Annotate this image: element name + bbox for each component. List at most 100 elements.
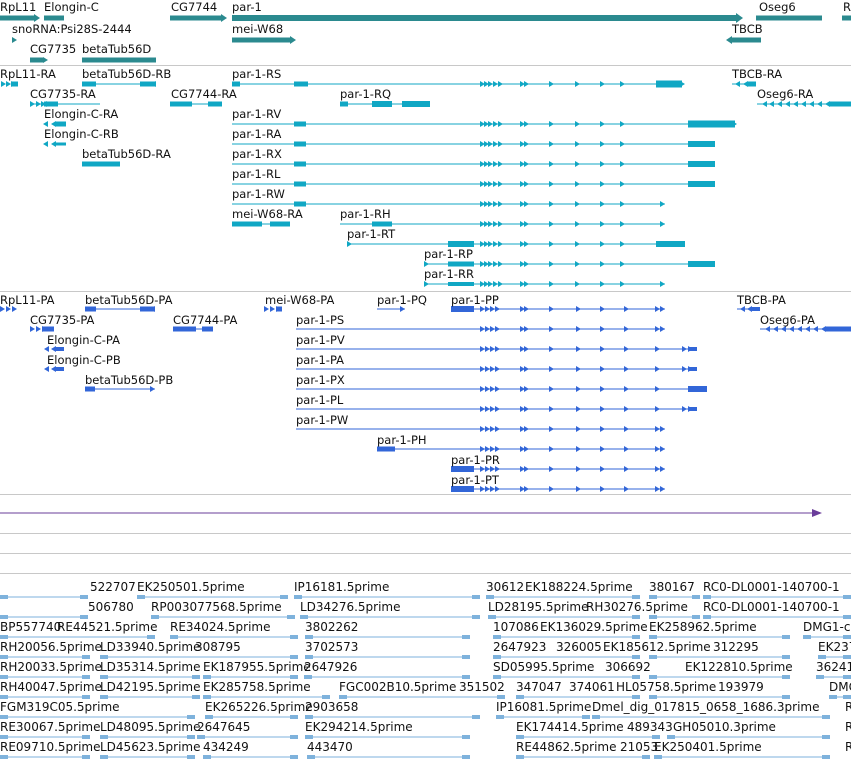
feature-label[interactable]: Elongin-C	[44, 0, 99, 14]
strand-arrow-right[interactable]	[549, 221, 554, 227]
strand-arrow-right[interactable]	[484, 161, 489, 167]
strand-arrow-left[interactable]	[789, 326, 794, 332]
exon-block[interactable]	[170, 15, 222, 21]
strand-arrow-right[interactable]	[524, 201, 529, 207]
exon-block[interactable]	[516, 735, 524, 739]
strand-arrow-right[interactable]	[524, 406, 529, 412]
exon-block[interactable]	[276, 306, 282, 312]
strand-arrow-right[interactable]	[480, 281, 485, 287]
exon-block[interactable]	[782, 635, 790, 639]
exon-block[interactable]	[0, 635, 8, 639]
exon-block[interactable]	[147, 635, 155, 639]
feature-label[interactable]: par-1-PV	[296, 333, 345, 347]
strand-arrow-right[interactable]	[682, 346, 687, 352]
strand-arrow-right[interactable]	[524, 326, 529, 332]
strand-arrow-right[interactable]	[6, 81, 11, 87]
feature-label[interactable]: EK250401.5prime	[654, 740, 762, 754]
strand-arrow-right[interactable]	[576, 486, 581, 492]
feature-label[interactable]: LD28195.5prime	[488, 600, 589, 614]
exon-block[interactable]	[462, 675, 470, 679]
feature-label[interactable]: par-1-PX	[296, 373, 345, 387]
feature-label[interactable]: CG7735-PA	[30, 313, 95, 327]
strand-arrow-right[interactable]	[488, 141, 493, 147]
exon-block[interactable]	[294, 121, 306, 127]
exon-block[interactable]	[307, 755, 315, 759]
exon-block[interactable]	[842, 15, 851, 21]
strand-arrow-right[interactable]	[484, 221, 489, 227]
strand-arrow-right[interactable]	[549, 181, 554, 187]
strand-arrow-left[interactable]	[813, 326, 818, 332]
strand-arrow-right[interactable]	[620, 181, 625, 187]
feature-label[interactable]: 2647645	[197, 720, 251, 734]
exon-block[interactable]	[843, 635, 851, 639]
strand-arrow-right[interactable]	[493, 161, 498, 167]
strand-arrow-right[interactable]	[0, 306, 5, 312]
strand-arrow-right[interactable]	[270, 306, 275, 312]
feature-label[interactable]: TBCB	[732, 22, 763, 36]
feature-label[interactable]: 193979	[718, 680, 764, 694]
strand-arrow-right[interactable]	[488, 81, 493, 87]
feature-label[interactable]: BP557740	[0, 620, 62, 634]
feature-label[interactable]: par-1-PL	[296, 393, 344, 407]
strand-arrow-right[interactable]	[520, 446, 525, 452]
exon-block[interactable]	[100, 695, 108, 699]
strand-arrow-right[interactable]	[576, 446, 581, 452]
exon-block[interactable]	[462, 735, 470, 739]
strand-arrow-right[interactable]	[655, 326, 660, 332]
strand-arrow-left[interactable]	[817, 101, 822, 107]
strand-arrow-right[interactable]	[549, 326, 554, 332]
strand-arrow-left[interactable]	[821, 326, 826, 332]
strand-arrow-right[interactable]	[36, 101, 41, 107]
strand-arrow-right[interactable]	[600, 141, 605, 147]
strand-arrow-right[interactable]	[655, 346, 660, 352]
exon-block[interactable]	[82, 735, 90, 739]
exon-block[interactable]	[656, 80, 682, 88]
exon-block[interactable]	[232, 15, 738, 21]
feature-label[interactable]: R	[845, 740, 851, 754]
strand-arrow-right[interactable]	[488, 241, 493, 247]
strand-arrow-right[interactable]	[484, 281, 489, 287]
strand-arrow-right[interactable]	[600, 486, 605, 492]
strand-arrow-left[interactable]	[777, 101, 782, 107]
feature-label[interactable]: Oseg6-RA	[757, 87, 814, 101]
strand-arrow-right[interactable]	[520, 261, 525, 267]
feature-label[interactable]: betaTub56D-PB	[85, 373, 174, 387]
strand-arrow-right[interactable]	[498, 221, 503, 227]
feature-label[interactable]: TBCB-PA	[737, 293, 786, 307]
strand-arrow-left[interactable]	[797, 326, 802, 332]
feature-label[interactable]: 312295	[713, 640, 759, 654]
strand-arrow-right[interactable]	[600, 81, 605, 87]
strand-arrow-right[interactable]	[1, 81, 6, 87]
strand-arrow-right[interactable]	[624, 486, 629, 492]
strand-arrow-right[interactable]	[549, 141, 554, 147]
strand-arrow-left[interactable]	[765, 326, 770, 332]
feature-label[interactable]: par-1-RR	[424, 267, 474, 281]
feature-label[interactable]: RpL11-RA	[0, 67, 56, 81]
strand-arrow-right[interactable]	[520, 241, 525, 247]
strand-arrow-right[interactable]	[484, 181, 489, 187]
strand-arrow-right[interactable]	[480, 406, 485, 412]
exon-block[interactable]	[208, 101, 222, 107]
feature-label[interactable]: CG7744-RA	[171, 87, 237, 101]
strand-arrow-right[interactable]	[600, 221, 605, 227]
strand-arrow-right[interactable]	[495, 366, 500, 372]
strand-arrow-right[interactable]	[660, 201, 665, 207]
exon-block[interactable]	[305, 715, 313, 719]
strand-arrow-right[interactable]	[549, 201, 554, 207]
feature-label[interactable]: par-1-PA	[296, 353, 345, 367]
feature-label[interactable]: 30612	[486, 580, 525, 594]
strand-arrow-right[interactable]	[480, 181, 485, 187]
feature-label[interactable]: RE44521.5prime	[57, 620, 158, 634]
strand-arrow-right[interactable]	[480, 121, 485, 127]
exon-block[interactable]	[294, 141, 306, 147]
exon-block[interactable]	[816, 675, 824, 679]
strand-arrow-right[interactable]	[495, 486, 500, 492]
strand-arrow-right[interactable]	[520, 426, 525, 432]
strand-arrow-right[interactable]	[495, 426, 500, 432]
feature-label[interactable]: CG7735	[30, 42, 77, 56]
strand-arrow-right[interactable]	[600, 161, 605, 167]
feature-label[interactable]: LD35314.5prime	[100, 660, 201, 674]
strand-arrow-right[interactable]	[493, 221, 498, 227]
exon-block[interactable]	[290, 735, 298, 739]
feature-label[interactable]: 506780	[88, 600, 134, 614]
